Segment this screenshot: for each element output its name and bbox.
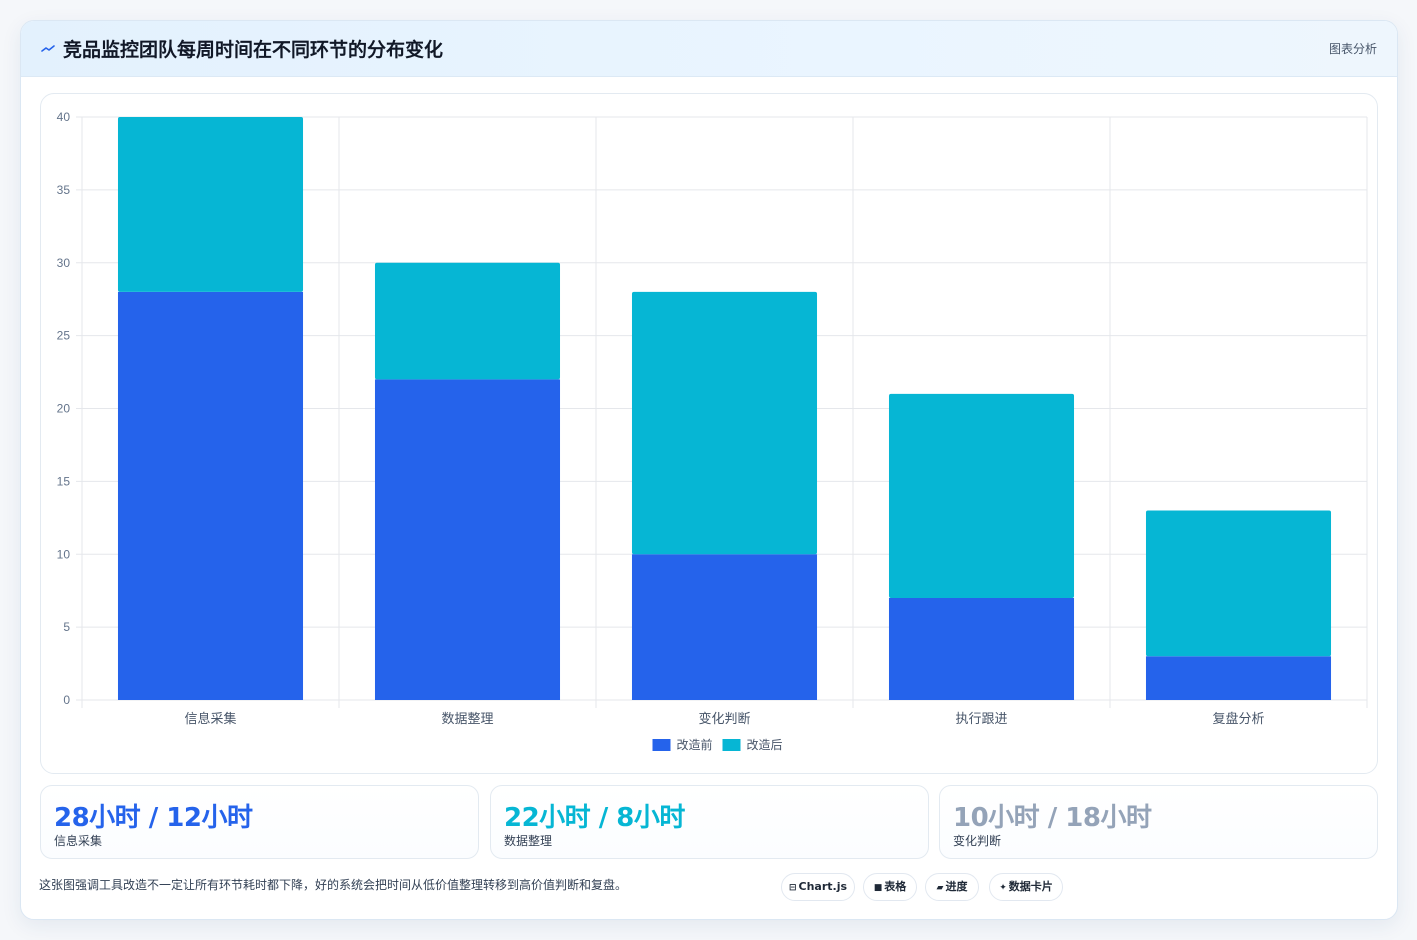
chip-label: 表格 [884, 880, 907, 893]
chip-progress[interactable]: ▰ 进度 [925, 873, 979, 901]
table-icon: ■ [873, 883, 883, 893]
stat-label: 变化判断 [953, 834, 1002, 848]
bar-after [888, 393, 1075, 598]
stat-card-data-cleanup: 22小时 / 8小时 数据整理 [490, 785, 929, 859]
bar-before [117, 291, 304, 700]
y-tick-label: 5 [63, 620, 70, 634]
stat-label: 数据整理 [504, 834, 553, 848]
page-title: 竞品监控团队每周时间在不同环节的分布变化 [63, 39, 444, 61]
y-tick-label: 15 [57, 474, 71, 488]
chip-label: Chart.js [798, 880, 848, 893]
bar-before [1145, 656, 1332, 700]
chart-analysis-tag[interactable]: 图表分析 [1328, 42, 1377, 56]
progress-icon: ▰ [936, 883, 944, 893]
trend-icon [41, 45, 55, 52]
bar-before [631, 554, 818, 700]
chart-container: 0 5 10 15 20 25 30 35 40 信息采集 数据整理 变化判断 执行跟进 复盘分析改造前 改… [40, 93, 1378, 774]
chip-data-card[interactable]: ✦ 数据卡片 [989, 873, 1063, 901]
y-tick-label: 30 [57, 256, 71, 270]
y-tick-label: 10 [57, 547, 71, 561]
x-tick-label: 执行跟进 [955, 711, 1007, 726]
legend-label: 改造前 [677, 737, 713, 752]
legend-swatch [722, 739, 741, 751]
chip-table[interactable]: ■ 表格 [863, 873, 917, 901]
stat-card-change-judgment: 10小时 / 18小时 变化判断 [939, 785, 1378, 859]
legend-label: 改造后 [747, 738, 783, 752]
x-tick-label: 信息采集 [184, 711, 236, 726]
bar-after [1145, 510, 1332, 657]
chip-label: 进度 [945, 880, 968, 893]
footer-note: 这张图强调工具改造不一定让所有环节耗时都下降，好的系统会把时间从低价值整理转移到… [39, 878, 628, 892]
y-tick-label: 25 [57, 329, 71, 343]
sparkle-icon: ✦ [999, 883, 1007, 893]
stat-value: 28小时 / 12小时 [54, 803, 253, 833]
stat-label: 信息采集 [54, 834, 103, 848]
y-tick-label: 40 [57, 110, 71, 124]
y-tick-label: 20 [57, 402, 71, 416]
x-tick-label: 数据整理 [441, 711, 493, 726]
chip-chartjs[interactable]: ⊟ Chart.js [781, 873, 855, 901]
stat-value: 22小时 / 8小时 [504, 803, 685, 833]
bar-before [888, 597, 1075, 700]
stat-value: 10小时 / 18小时 [953, 803, 1152, 833]
chip-label: 数据卡片 [1008, 880, 1053, 893]
bar-after [631, 291, 818, 555]
x-tick-label: 复盘分析 [1212, 711, 1264, 726]
bar-after [117, 117, 304, 292]
bar-after [374, 262, 561, 380]
legend-swatch [652, 739, 671, 751]
chart-icon: ⊟ [788, 883, 797, 893]
card-header: 竞品监控团队每周时间在不同环节的分布变化 图表分析 [21, 21, 1397, 77]
bar-before [374, 379, 561, 700]
stat-card-info-collection: 28小时 / 12小时 信息采集 [40, 785, 479, 859]
chart-card: 竞品监控团队每周时间在不同环节的分布变化 图表分析 0 5 10 15 20 25 30 35… [20, 20, 1398, 920]
x-tick-label: 变化判断 [698, 711, 750, 726]
y-tick-label: 35 [57, 183, 71, 197]
y-tick-label: 0 [63, 693, 70, 707]
stat-cards: 28小时 / 12小时 信息采集 22小时 / 8小时 数据整理 10小时 / … [40, 785, 1378, 859]
